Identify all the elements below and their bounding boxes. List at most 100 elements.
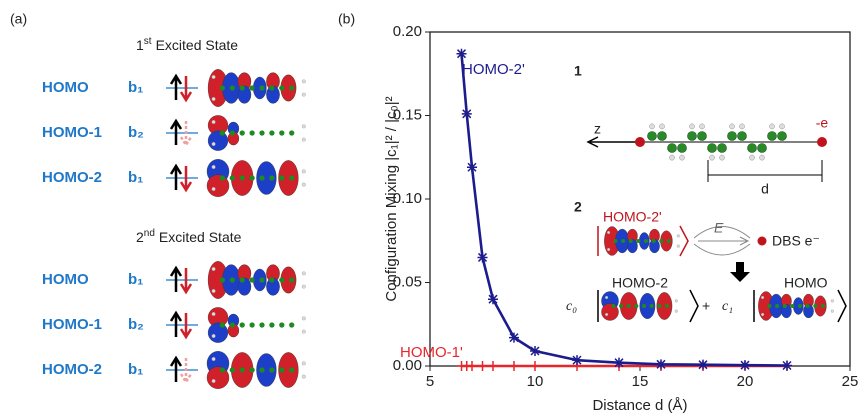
atom xyxy=(717,143,727,153)
atom xyxy=(636,238,641,244)
spin-down xyxy=(179,268,193,295)
y-tick-label: 0.15 xyxy=(393,106,422,123)
atom xyxy=(649,123,655,130)
atom xyxy=(657,303,662,309)
axis-name: z xyxy=(594,121,601,137)
atom xyxy=(239,85,245,91)
y-tick-label: 0.05 xyxy=(393,273,422,290)
symmetry-label: b₁ xyxy=(128,271,143,288)
atom xyxy=(229,367,235,373)
atom xyxy=(211,97,216,101)
electron xyxy=(757,236,767,246)
atom xyxy=(613,238,618,244)
atom xyxy=(211,267,216,271)
orbital-image xyxy=(207,261,306,299)
atom xyxy=(289,130,295,136)
data-point xyxy=(467,361,477,371)
atom xyxy=(657,131,667,141)
atom xyxy=(677,143,687,153)
atom xyxy=(219,367,226,373)
atom xyxy=(211,289,216,293)
data-point xyxy=(740,360,750,371)
atom xyxy=(775,303,780,309)
x-tick-label: 20 xyxy=(737,373,754,390)
atom xyxy=(259,322,265,328)
atom xyxy=(619,303,624,309)
atom xyxy=(239,277,245,283)
orbital-label: HOMO-1 xyxy=(42,124,102,141)
field-label: E xyxy=(714,220,724,236)
spin-down xyxy=(179,121,193,148)
data-point xyxy=(572,355,582,366)
spin-up xyxy=(169,355,183,382)
panel-label: (b) xyxy=(338,11,355,27)
atom xyxy=(761,312,765,317)
atom xyxy=(259,175,265,181)
atom xyxy=(669,154,675,161)
atom xyxy=(727,131,737,141)
ket xyxy=(753,289,847,323)
atom xyxy=(211,165,216,169)
atom xyxy=(790,303,795,309)
spin-up xyxy=(169,265,183,292)
atom xyxy=(687,131,697,141)
atom xyxy=(279,85,285,91)
spin-down xyxy=(179,358,193,385)
atom xyxy=(259,130,265,136)
atom xyxy=(719,154,725,161)
y-axis-label: Configuration Mixing |c₁|² / |c₀|² xyxy=(383,96,400,301)
atom xyxy=(269,322,275,328)
spin-down xyxy=(179,76,193,103)
atom xyxy=(219,277,226,283)
atom xyxy=(301,124,306,129)
heading-ordinal: 2 xyxy=(136,229,144,245)
atom xyxy=(699,123,705,130)
spin-up xyxy=(169,73,183,100)
inset-number: 2 xyxy=(574,199,582,215)
x-tick-label: 10 xyxy=(527,373,544,390)
data-point xyxy=(530,361,540,371)
atom xyxy=(269,367,275,373)
state-tag: HOMO-2 xyxy=(612,275,668,291)
atom xyxy=(647,131,657,141)
atom xyxy=(289,85,295,91)
atom xyxy=(641,303,647,309)
y-tick-label: 0.10 xyxy=(393,190,422,207)
atom xyxy=(219,322,226,328)
atom xyxy=(219,85,226,91)
heading-suffix: nd xyxy=(144,228,155,239)
panel-label: (a) xyxy=(10,11,27,27)
orbital-lobe xyxy=(206,366,230,389)
atom xyxy=(729,123,735,130)
x-axis-label: Distance d (Å) xyxy=(592,397,687,414)
atom xyxy=(239,175,245,181)
atom xyxy=(676,234,680,238)
atom xyxy=(707,143,717,153)
atom xyxy=(667,143,677,153)
atom xyxy=(269,175,275,181)
z-axis-arrow xyxy=(586,136,640,148)
atom xyxy=(211,334,216,338)
data-point xyxy=(509,332,519,343)
atom xyxy=(249,130,255,136)
atom xyxy=(666,238,671,244)
orbital-image xyxy=(207,307,306,343)
atom xyxy=(249,85,255,91)
field-lines xyxy=(693,226,751,256)
section-heading: 2nd Excited State xyxy=(136,228,242,245)
heading-text: Excited State xyxy=(156,37,239,53)
atom xyxy=(820,303,825,309)
spin-up xyxy=(169,310,183,337)
atom xyxy=(767,303,772,309)
atom xyxy=(229,175,235,181)
distance-label: d xyxy=(761,181,769,197)
atom xyxy=(782,303,787,309)
atom xyxy=(211,312,216,316)
distance-bar xyxy=(707,160,823,182)
y-tick-label: 0.20 xyxy=(393,23,422,40)
series-label: HOMO-1' xyxy=(400,344,463,361)
data-point xyxy=(467,162,477,173)
charge-label: -e xyxy=(816,115,829,131)
coefficient: c₀ xyxy=(566,299,577,314)
